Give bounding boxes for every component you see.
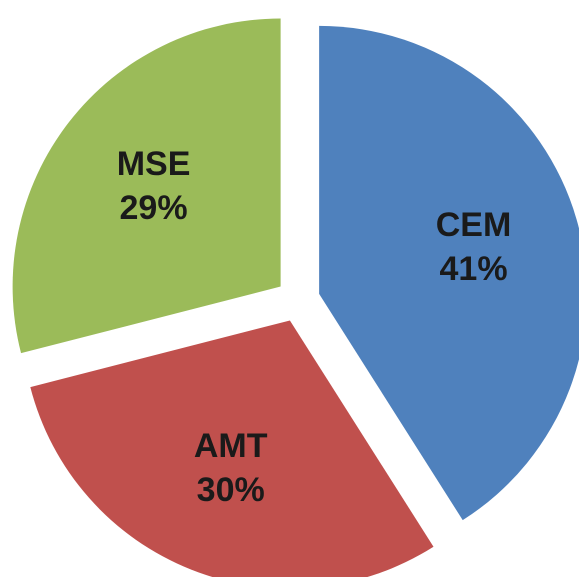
slice-label: AMT — [194, 427, 268, 465]
slice-value-label: 41% — [440, 250, 508, 288]
slice-value-label: 29% — [120, 189, 188, 227]
pie-slice — [30, 320, 434, 577]
slice-value-label: 30% — [197, 471, 265, 509]
slice-label: CEM — [436, 206, 512, 244]
slice-label: MSE — [117, 145, 191, 183]
pie-slice — [12, 18, 281, 354]
pie-slice — [319, 25, 579, 521]
